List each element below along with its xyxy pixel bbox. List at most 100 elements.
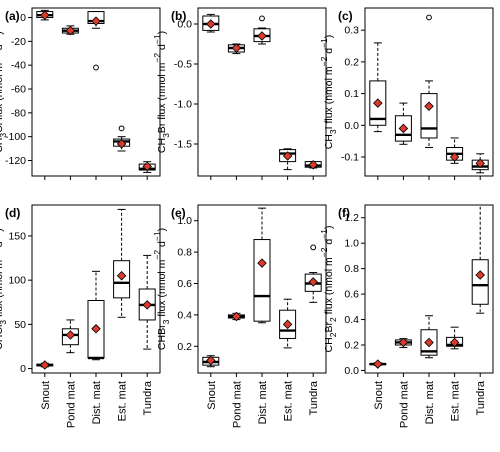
mean-marker: [449, 337, 460, 348]
outlier-point: [259, 15, 265, 22]
box-pond-mat: [227, 43, 245, 55]
mean-marker: [475, 158, 485, 169]
mean-marker: [206, 19, 216, 29]
outlier-point: [93, 64, 99, 71]
mean-marker: [475, 270, 485, 280]
mean-marker: [116, 270, 127, 281]
box-est-mat: [113, 125, 131, 152]
box-pond-mat: [61, 319, 79, 354]
x-tick-label: Pond mat: [65, 381, 77, 428]
x-tick-label: Snout: [40, 381, 52, 410]
x-tick-label: Tundra: [475, 380, 487, 415]
y-tick-label: -1.0: [174, 99, 192, 111]
y-tick-label: -80: [11, 107, 26, 119]
outlier-point: [310, 244, 317, 251]
y-tick-label: 1.0: [344, 238, 359, 250]
mean-marker: [65, 330, 76, 340]
y-tick-label: 1.2: [344, 212, 359, 224]
y-tick-label: 0.6: [177, 278, 192, 290]
x-tick-label: Snout: [206, 381, 218, 410]
y-tick-label: -0.5: [174, 59, 192, 71]
box-dist-mat: [253, 207, 271, 324]
mean-marker: [308, 160, 318, 170]
iqr-box: [253, 239, 271, 322]
box-dist-mat: [253, 15, 271, 45]
y-tick-label: 0.0: [344, 365, 359, 377]
mean-marker: [142, 161, 152, 172]
mean-marker: [424, 101, 434, 112]
mean-marker: [142, 300, 152, 310]
box-pond-mat: [394, 337, 412, 349]
x-tick-label: Est. mat: [283, 381, 295, 421]
y-tick-label: -20: [11, 36, 26, 48]
iqr-box: [471, 259, 489, 305]
panel-a: (a)0 -20 -40 -60 -80 -100 -120 CH3Cl flux (nmol…: [0, 7, 161, 180]
y-tick-label: 0: [20, 12, 26, 24]
box-snout: [36, 360, 54, 370]
box-pond-mat: [61, 25, 79, 36]
y-tick-label: 0.4: [344, 314, 359, 326]
box-est-mat: [446, 326, 464, 350]
box-pond-mat: [227, 311, 245, 322]
panel-d: (d) 0 50 100 150CHCl3 flux (nmol m−2 d−1) Sno…: [0, 204, 161, 428]
panel-label: (c): [338, 9, 353, 23]
box-est-mat: [279, 148, 297, 171]
x-tick-label: Pond mat: [231, 381, 243, 428]
box-snout: [369, 359, 387, 369]
mean-marker: [449, 152, 460, 162]
y-tick-label: 100: [8, 275, 26, 287]
mean-marker: [257, 31, 267, 41]
y-axis-label: CHBr3 flux (nmol m−2 d−1): [152, 228, 171, 350]
y-axis-label: CHCl3 flux (nmol m−2 d−1): [0, 228, 8, 350]
y-tick-label: 1.0: [177, 215, 192, 227]
y-tick-label: 0: [20, 363, 26, 375]
panel-label: (a): [5, 9, 20, 23]
y-axis-label: CH3I flux (nmol m−2 d−1): [319, 35, 338, 150]
y-tick-label: 0.0: [344, 120, 359, 132]
panel-label: (f): [338, 206, 350, 220]
box-tundra: [138, 254, 156, 350]
box-pond-mat: [394, 102, 412, 145]
plot-frame: [31, 7, 161, 177]
box-tundra: [138, 161, 156, 173]
mean-marker: [91, 16, 101, 26]
y-tick-label: 0.2: [177, 341, 192, 353]
box-snout: [202, 13, 220, 33]
box-est-mat: [279, 298, 297, 349]
y-tick-label: -1.5: [174, 139, 192, 151]
x-tick-label: Snout: [373, 381, 385, 410]
mean-marker: [40, 360, 50, 370]
mean-marker: [91, 324, 101, 334]
y-tick-label: 0.2: [344, 340, 359, 352]
box-dist-mat: [87, 11, 105, 71]
box-tundra: [471, 153, 489, 174]
mean-marker: [116, 139, 127, 149]
y-axis-label: CH3Cl flux (nmol m−2 d−1): [0, 31, 8, 153]
y-tick-label: 0.2: [344, 56, 359, 68]
mean-marker: [206, 355, 216, 366]
y-tick-label: 0.8: [344, 263, 359, 275]
x-tick-label: Est. mat: [117, 381, 129, 421]
x-tick-label: Pond mat: [398, 381, 410, 428]
y-tick-label: -60: [11, 84, 26, 96]
x-tick-label: Tundra: [308, 380, 320, 415]
box-snout: [369, 42, 387, 133]
mean-marker: [424, 337, 434, 348]
y-tick-label: -40: [11, 60, 26, 72]
mean-marker: [282, 151, 293, 161]
y-axis-label: CH3Br flux (nmol m−2 d−1): [152, 31, 171, 153]
y-tick-label: -120: [5, 155, 26, 167]
mean-marker: [282, 319, 293, 330]
outlier-point: [426, 14, 432, 21]
panel-label: (b): [171, 9, 186, 23]
y-tick-label: 50: [14, 319, 26, 331]
box-snout: [36, 9, 54, 21]
x-tick-label: Est. mat: [450, 381, 462, 421]
y-axis-label: CH2Br2 flux (nmol m−2 d−1): [319, 226, 338, 353]
mean-marker: [398, 123, 409, 134]
mean-marker: [65, 25, 76, 36]
iqr-box: [420, 93, 438, 139]
x-tick-label: Tundra: [142, 380, 154, 415]
mean-marker: [231, 311, 242, 322]
